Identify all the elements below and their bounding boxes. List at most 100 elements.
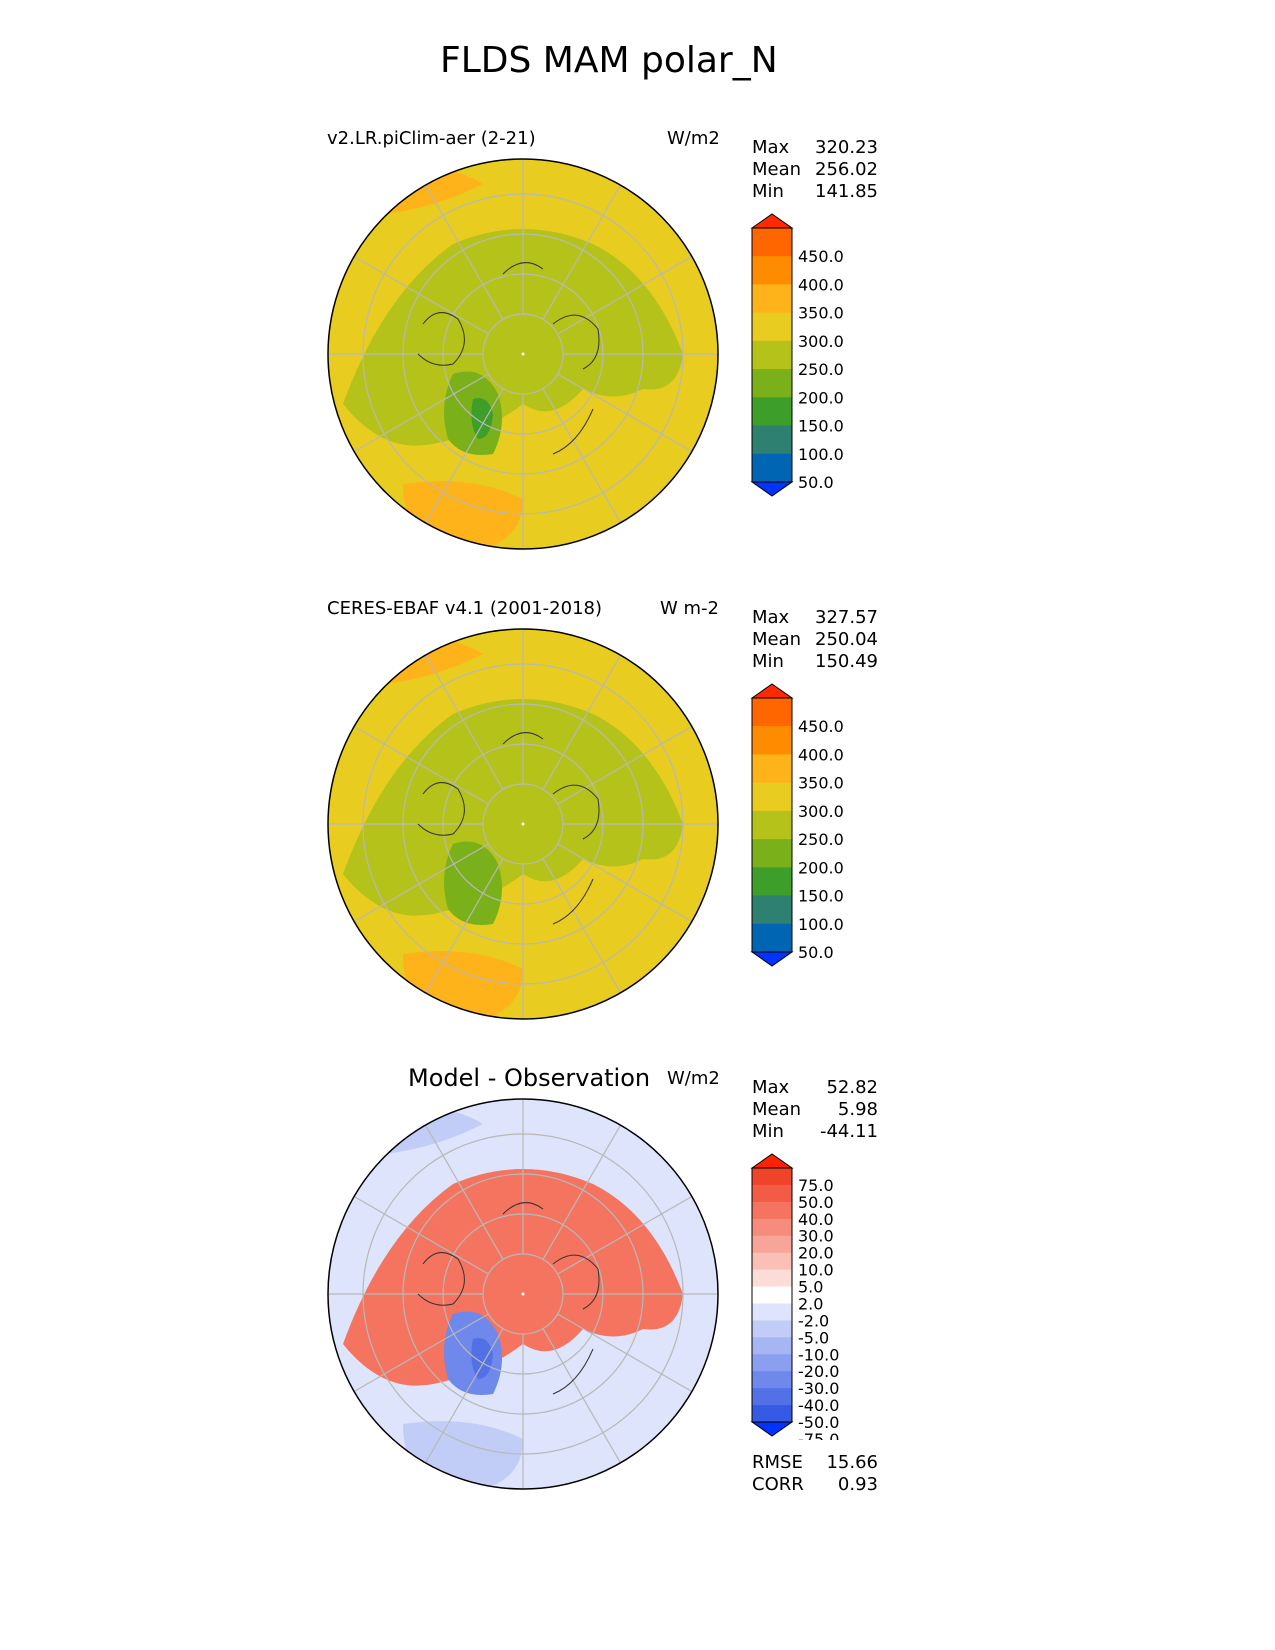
colorbar-extend-top bbox=[750, 1153, 794, 1169]
meridian-line bbox=[424, 654, 504, 790]
colorbar-segment bbox=[752, 1184, 792, 1203]
colorbar-segment bbox=[752, 1235, 792, 1254]
colorbar-segment bbox=[752, 369, 792, 398]
colorbar-tick-label: 450.0 bbox=[798, 247, 844, 266]
colorbar-diff: 75.050.040.030.020.010.05.02.0-2.0-5.0-1… bbox=[750, 1153, 839, 1440]
colorbar-segment bbox=[752, 1371, 792, 1389]
colorbar-frame bbox=[751, 1167, 793, 1423]
colorbar-segment bbox=[752, 1388, 792, 1406]
colorbar-segment bbox=[752, 810, 792, 840]
arctic-region bbox=[343, 1169, 683, 1386]
map-boundary bbox=[327, 628, 719, 1020]
colorbar-segment bbox=[752, 425, 792, 455]
colorbar-segment bbox=[752, 867, 792, 897]
colorbar-tick-label: -5.0 bbox=[798, 1328, 829, 1347]
meridian-line bbox=[542, 654, 622, 790]
colorbar-tick-label: 300.0 bbox=[798, 802, 844, 821]
greenland-core bbox=[471, 868, 493, 909]
colorbar-model: 450.0 400.0 350.0 300.0 250.0 200.0 150.0 100.0… bbox=[750, 213, 844, 497]
stats-obs: Max 327.57 Mean 250.04 Min 150.49 bbox=[752, 607, 878, 673]
map-boundary bbox=[327, 1098, 719, 1490]
colorbar-extend-bottom bbox=[750, 481, 794, 497]
stat-min: Min 150.49 bbox=[752, 651, 878, 672]
polar-map-model bbox=[327, 158, 719, 550]
colorbar-tick-label: 450.0 bbox=[798, 717, 844, 736]
colorbar-segment bbox=[752, 1168, 792, 1186]
colorbar-tick-label: 30.0 bbox=[798, 1227, 834, 1246]
meridian-line bbox=[557, 725, 693, 805]
meridian-line bbox=[557, 255, 693, 335]
colorbar-tick-label: 10.0 bbox=[798, 1261, 834, 1280]
colorbar-segment bbox=[752, 726, 792, 755]
colorbar-tick-label: 50.0 bbox=[798, 943, 834, 962]
meridian-line bbox=[424, 1124, 504, 1260]
colorbar-tick-label: 2.0 bbox=[798, 1294, 823, 1313]
panel-units-model: W/m2 bbox=[667, 128, 720, 149]
colorbar-tick-label: -30.0 bbox=[798, 1379, 839, 1398]
colorbar-segment bbox=[752, 228, 792, 257]
colorbar-segment bbox=[752, 397, 792, 427]
colorbar-segment bbox=[752, 1252, 792, 1271]
colorbar-segment bbox=[752, 1218, 792, 1237]
meridian-line bbox=[557, 843, 693, 923]
colorbar-tick-label: -2.0 bbox=[798, 1311, 829, 1330]
panel-title-obs: CERES-EBAF v4.1 (2001-2018) bbox=[327, 598, 603, 619]
meridian-line bbox=[424, 184, 504, 320]
map-boundary bbox=[327, 158, 719, 550]
colorbar-segment bbox=[752, 839, 792, 868]
stats-model: Max 320.23 Mean 256.02 Min 141.85 bbox=[752, 137, 878, 203]
meridian-line bbox=[542, 184, 622, 320]
colorbar-segment bbox=[752, 1303, 792, 1321]
colorbar-segment bbox=[752, 698, 792, 727]
colorbar-segment bbox=[752, 256, 792, 285]
colorbar-tick-label: 100.0 bbox=[798, 915, 844, 934]
colorbar-tick-label: 20.0 bbox=[798, 1244, 834, 1263]
arctic-region bbox=[343, 699, 683, 916]
meridian-line bbox=[542, 388, 622, 524]
panel-units-obs: W m-2 bbox=[660, 598, 720, 619]
colorbar-segment bbox=[752, 1337, 792, 1355]
colorbar-extend-top bbox=[750, 683, 794, 699]
stat-min: Min 141.85 bbox=[752, 181, 878, 202]
colorbar-tick-label: 350.0 bbox=[798, 774, 844, 793]
colorbar-tick-label: 200.0 bbox=[798, 388, 844, 407]
meridian-line bbox=[542, 1328, 622, 1464]
colorbar-tick-label: -50.0 bbox=[798, 1413, 839, 1432]
meridian-line bbox=[353, 1195, 489, 1275]
meridian-line bbox=[542, 1124, 622, 1260]
colorbar-tick-label: 40.0 bbox=[798, 1210, 834, 1229]
meridian-line bbox=[424, 1328, 504, 1464]
panel-title-model: v2.LR.piClim-aer (2-21) bbox=[327, 128, 536, 149]
colorbar-segment bbox=[752, 340, 792, 370]
stats-diff: Max 52.82 Mean 5.98 Min -44.11 bbox=[752, 1077, 878, 1143]
meridian-line bbox=[424, 388, 504, 524]
stat-max: Max 320.23 bbox=[752, 137, 878, 158]
colorbar-frame bbox=[751, 697, 793, 953]
meridian-line bbox=[557, 373, 693, 453]
colorbar-tick-label: 400.0 bbox=[798, 275, 844, 294]
panel-units-diff: W/m2 bbox=[667, 1068, 720, 1089]
colorbar-tick-label: 150.0 bbox=[798, 887, 844, 906]
colorbar-obs: 450.0 400.0 350.0 300.0 250.0 200.0 150.0 100.0… bbox=[750, 683, 844, 967]
colorbar-frame bbox=[751, 227, 793, 483]
meridian-line bbox=[557, 1195, 693, 1275]
colorbar-segment bbox=[752, 754, 792, 784]
colorbar-segment bbox=[752, 453, 792, 483]
colorbar-extend-top bbox=[750, 213, 794, 229]
colorbar-tick-label: 200.0 bbox=[798, 858, 844, 877]
colorbar-extend-bottom bbox=[750, 951, 794, 967]
colorbar-segment bbox=[752, 782, 792, 812]
meridian-line bbox=[353, 843, 489, 923]
arctic-region bbox=[343, 229, 683, 446]
colorbar-segment bbox=[752, 1269, 792, 1288]
colorbar-tick-label: 75.0 bbox=[798, 1176, 834, 1195]
colorbar-segment bbox=[752, 1201, 792, 1220]
greenland-core bbox=[471, 398, 493, 439]
field-layer bbox=[328, 1099, 718, 1489]
meridian-line bbox=[424, 858, 504, 994]
colorbar-segment bbox=[752, 1286, 792, 1304]
meridian-line bbox=[353, 1313, 489, 1393]
colorbar-segment bbox=[752, 312, 792, 342]
stat-rmse: RMSE 15.66 bbox=[752, 1452, 878, 1473]
colorbar-segment bbox=[752, 1354, 792, 1372]
